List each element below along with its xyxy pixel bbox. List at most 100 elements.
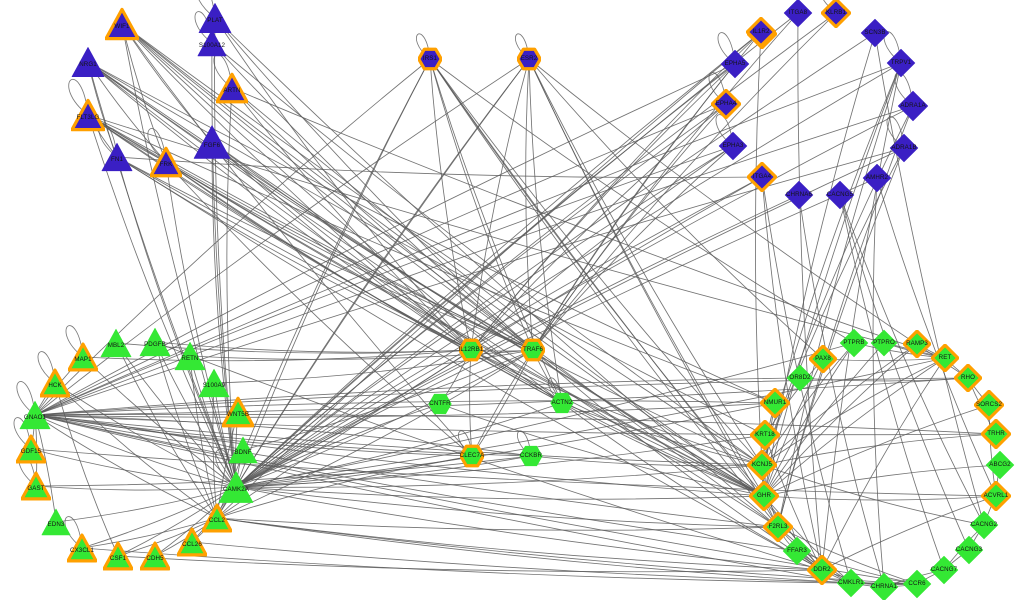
graph-edge — [797, 12, 823, 571]
graph-node-wif1[interactable]: WIF1 — [105, 7, 139, 41]
graph-node-flt3lg[interactable]: FLT3LG — [71, 98, 105, 132]
graph-self-loop-edge — [13, 417, 32, 450]
graph-node-cacng5[interactable]: CACNG5 — [825, 180, 855, 210]
graph-node-frk[interactable]: FRK — [150, 146, 182, 178]
graph-node-actn2[interactable]: ACTN2 — [550, 391, 574, 415]
triangle-shape-icon — [174, 341, 206, 371]
graph-node-cacng7[interactable]: CACNG7 — [929, 555, 959, 585]
graph-node-itga8[interactable]: ITGA8 — [783, 0, 813, 28]
diamond-shape-icon — [985, 450, 1015, 480]
graph-edge — [429, 58, 472, 351]
graph-edge — [121, 23, 237, 488]
graph-node-il1r2[interactable]: IL1R2 — [746, 17, 776, 47]
graph-node-or8d2[interactable]: OR8D2 — [786, 364, 814, 392]
graph-edge — [154, 341, 218, 519]
graph-self-loop-edge — [823, 0, 837, 14]
diamond-shape-icon — [870, 329, 898, 357]
graph-node-gnao1[interactable]: GNAO1 — [19, 399, 51, 431]
graph-node-cx3cl1[interactable]: CX3CL1 — [67, 533, 97, 563]
graph-node-scn3b[interactable]: SCN3B — [860, 18, 890, 48]
graph-node-bdnf[interactable]: BDNF — [228, 435, 258, 465]
graph-node-il12rb1[interactable]: IL12RB1 — [459, 338, 483, 362]
graph-node-rho[interactable]: RHO — [954, 364, 982, 392]
graph-node-gdf15[interactable]: GDF15 — [16, 434, 46, 464]
graph-edge — [30, 448, 237, 488]
graph-node-map1[interactable]: MAP1 — [68, 342, 98, 372]
graph-node-mbl2[interactable]: MBL2 — [100, 327, 132, 359]
graph-node-chrna6[interactable]: CHRNA6 — [784, 180, 814, 210]
graph-node-fn1[interactable]: FN1 — [101, 141, 133, 173]
graph-node-camk2a[interactable]: CAMK2A — [218, 469, 254, 505]
graph-edge — [87, 61, 766, 436]
graph-node-esr2[interactable]: ESR2 — [517, 47, 541, 71]
diamond-shape-icon — [747, 162, 777, 192]
graph-node-pdgfb[interactable]: PDGFB — [139, 326, 171, 358]
graph-node-cdh5[interactable]: CDH5 — [140, 541, 170, 571]
graph-node-wnt5b[interactable]: WNT5B — [222, 396, 254, 428]
graph-edge — [429, 58, 765, 497]
graph-node-csf1[interactable]: CSF1 — [103, 541, 133, 571]
graph-edge — [34, 414, 237, 488]
graph-node-amhr2[interactable]: AMHR2 — [862, 163, 892, 193]
graph-node-adra1a[interactable]: ADRA1A — [897, 90, 929, 122]
graph-node-nrg1[interactable]: NRG1 — [71, 45, 105, 79]
diamond-shape-icon — [718, 131, 748, 161]
graph-node-gast[interactable]: GAST — [21, 471, 51, 501]
graph-node-ccl26[interactable]: CCL26 — [177, 527, 207, 557]
graph-node-s100a12[interactable]: S100A12 — [197, 28, 227, 58]
diamond-shape-icon — [860, 18, 890, 48]
graph-edge — [235, 105, 914, 488]
graph-node-artn[interactable]: ARTN — [216, 72, 248, 104]
triangle-shape-icon — [105, 7, 139, 41]
graph-node-hck[interactable]: HCK — [40, 368, 70, 398]
graph-node-adra1b[interactable]: ADRA1B — [889, 133, 919, 163]
graph-node-krt18[interactable]: KRT18 — [750, 420, 780, 450]
graph-node-abcg2[interactable]: ABCG2 — [985, 450, 1015, 480]
graph-node-traf6[interactable]: TRAF6 — [521, 338, 545, 362]
graph-edge — [231, 87, 534, 351]
graph-edge — [34, 103, 727, 416]
graph-node-clec7a[interactable]: CLEC7A — [460, 444, 484, 468]
graph-node-acvrl1[interactable]: ACVRL1 — [981, 481, 1011, 511]
graph-node-trpv1[interactable]: TRPV1 — [886, 48, 916, 78]
graph-node-ccr6[interactable]: CCR6 — [902, 569, 932, 599]
graph-edge — [470, 103, 727, 351]
graph-node-chrna1[interactable]: CHRNA1 — [869, 572, 899, 600]
graph-node-ptprb[interactable]: PTPRB — [839, 328, 869, 358]
graph-node-cmklr1[interactable]: CMKLR1 — [836, 568, 866, 598]
graph-edge — [763, 342, 855, 497]
graph-node-epha4[interactable]: EPHA4 — [711, 89, 741, 119]
graph-node-klrb1[interactable]: KLRB1 — [821, 0, 851, 28]
graph-node-fgf6[interactable]: FGF6 — [193, 123, 231, 161]
graph-edge — [532, 349, 765, 497]
graph-node-epha3[interactable]: EPHA3 — [718, 131, 748, 161]
graph-edge — [34, 147, 905, 416]
graph-node-nmur1[interactable]: NMUR1 — [760, 388, 790, 418]
graph-edge — [761, 343, 918, 466]
graph-node-epha5[interactable]: EPHA5 — [720, 49, 750, 79]
graph-edge — [470, 63, 736, 351]
graph-node-trhr[interactable]: TRHR — [981, 419, 1011, 449]
graph-edge — [235, 486, 779, 528]
graph-node-cntfr[interactable]: CNTFR — [428, 392, 452, 416]
graph-edge — [154, 341, 237, 488]
diamond-shape-icon — [974, 390, 1004, 420]
graph-node-ghr[interactable]: GHR — [749, 481, 779, 511]
diamond-shape-icon — [981, 419, 1011, 449]
graph-node-kcnj5[interactable]: KCNJ5 — [747, 450, 777, 480]
graph-node-sorcs2[interactable]: SORCS2 — [974, 390, 1004, 420]
graph-node-ptpro[interactable]: PTPRO — [870, 329, 898, 357]
graph-node-ramp3[interactable]: RAMP3 — [903, 330, 931, 358]
graph-edge — [235, 464, 763, 488]
graph-edge — [763, 464, 1001, 497]
graph-node-itga4[interactable]: ITGA4 — [747, 162, 777, 192]
graph-self-loop-edge — [65, 325, 84, 358]
graph-node-s100a9[interactable]: S100A9 — [198, 367, 230, 399]
graph-edge — [116, 156, 763, 178]
graph-node-irs1[interactable]: IRS1 — [418, 47, 442, 71]
diamond-shape-icon — [782, 536, 812, 566]
triangle-shape-icon — [139, 327, 171, 357]
graph-node-ddr2[interactable]: DDR2 — [807, 555, 837, 585]
graph-node-cckbr[interactable]: CCKBR — [519, 444, 543, 468]
